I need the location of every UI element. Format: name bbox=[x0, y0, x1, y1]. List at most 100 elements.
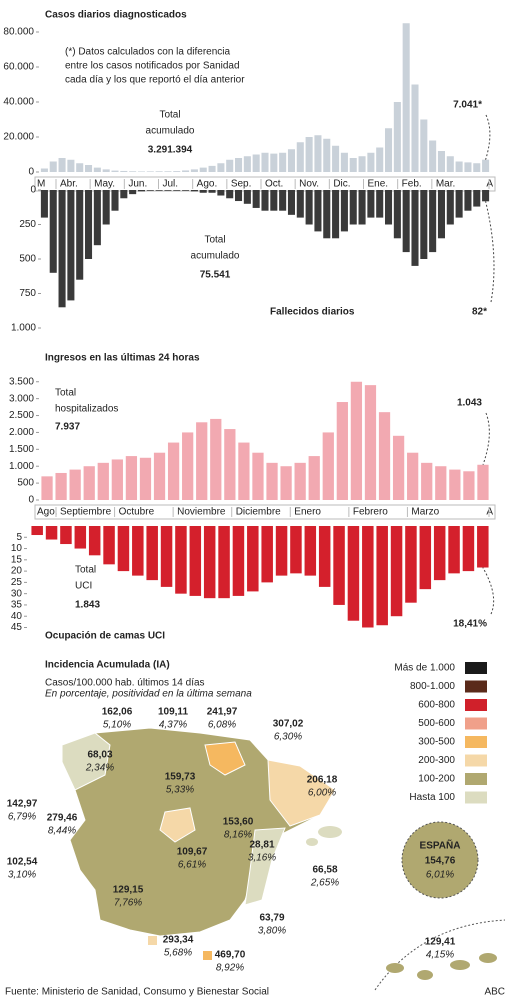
region-value: 102,54 bbox=[7, 857, 38, 868]
bar bbox=[446, 190, 454, 225]
annotation: 7.937 bbox=[55, 422, 80, 433]
bar bbox=[93, 167, 101, 172]
bar bbox=[261, 152, 269, 172]
bar bbox=[332, 145, 340, 172]
bar bbox=[88, 526, 101, 556]
bar bbox=[376, 190, 384, 218]
bar bbox=[336, 402, 348, 500]
y-tick-label: 1.000 bbox=[11, 323, 36, 334]
bar bbox=[376, 526, 388, 626]
bar bbox=[435, 466, 447, 500]
baleares bbox=[318, 826, 342, 838]
bar bbox=[287, 190, 295, 215]
y-tick-label: 2.000 bbox=[9, 427, 34, 438]
bar bbox=[323, 138, 331, 172]
bar bbox=[279, 190, 287, 211]
bar bbox=[125, 456, 138, 500]
region-value: 307,02 bbox=[273, 719, 304, 730]
bar bbox=[252, 452, 264, 500]
y-tick-label: 500 bbox=[17, 478, 34, 489]
x-tick-label: Marzo bbox=[411, 507, 439, 518]
y-tick-label: 0 bbox=[30, 185, 36, 196]
legend-swatch bbox=[465, 773, 487, 785]
bar bbox=[153, 452, 166, 500]
bar bbox=[146, 526, 158, 581]
bar bbox=[243, 156, 251, 172]
y-tick-label: 30 bbox=[11, 588, 23, 599]
region-pct: 4,15% bbox=[426, 950, 454, 961]
bar bbox=[49, 190, 57, 273]
bar bbox=[243, 190, 251, 204]
bar bbox=[129, 171, 137, 172]
brand: ABC bbox=[484, 987, 505, 998]
region-value: 28,81 bbox=[249, 840, 274, 851]
bar bbox=[437, 190, 445, 239]
axis-strip bbox=[34, 504, 496, 520]
baleares bbox=[306, 838, 318, 846]
bar bbox=[76, 163, 84, 172]
region-pct: 3,80% bbox=[258, 926, 286, 937]
bar bbox=[411, 84, 419, 172]
bar bbox=[378, 412, 391, 500]
bar bbox=[76, 190, 84, 280]
annotation: hospitalizados bbox=[55, 404, 118, 415]
bar bbox=[349, 190, 357, 225]
bar bbox=[314, 190, 322, 232]
arrow bbox=[485, 114, 491, 160]
y-tick-label: 45 bbox=[11, 622, 23, 633]
legend-swatch bbox=[465, 717, 487, 730]
spain-label: ESPAÑA bbox=[420, 839, 461, 852]
bar bbox=[173, 171, 181, 172]
bar bbox=[482, 159, 490, 172]
bar bbox=[208, 190, 216, 193]
legend-swatch bbox=[465, 699, 487, 711]
annotation: UCI bbox=[75, 581, 92, 592]
legend-label: 300-500 bbox=[418, 737, 455, 748]
chart-title: Ingresos en las últimas 24 horas bbox=[45, 353, 200, 364]
region-value: 142,97 bbox=[7, 799, 38, 810]
bar bbox=[477, 526, 489, 568]
canarias bbox=[386, 963, 404, 973]
bar bbox=[190, 169, 198, 172]
bar bbox=[392, 435, 405, 500]
annotation: 3.291.394 bbox=[148, 145, 193, 156]
bar bbox=[261, 526, 273, 583]
bar bbox=[266, 462, 278, 500]
region-value: 66,58 bbox=[312, 865, 337, 876]
x-tick-label: Octubre bbox=[119, 507, 155, 518]
bar bbox=[477, 464, 489, 500]
x-tick-label: Sep. bbox=[231, 179, 252, 190]
y-tick-label: 40 bbox=[11, 611, 23, 622]
region-value: 153,60 bbox=[223, 817, 254, 828]
chart-title: Casos diarios diagnosticados bbox=[45, 10, 187, 21]
last-value-label: 82* bbox=[472, 307, 487, 318]
bar bbox=[449, 469, 461, 500]
bar bbox=[102, 169, 110, 172]
x-tick-label: A bbox=[486, 179, 493, 190]
canarias bbox=[450, 960, 470, 970]
y-tick-label: 25 bbox=[11, 577, 23, 588]
map-title: Incidencia Acumulada (IA) bbox=[45, 660, 170, 671]
y-tick-label: 500 bbox=[19, 254, 36, 265]
legend-swatch bbox=[465, 736, 487, 748]
legend-swatch bbox=[465, 754, 487, 767]
bar bbox=[252, 190, 260, 208]
bar bbox=[85, 190, 93, 259]
bar bbox=[340, 190, 348, 232]
bar bbox=[446, 156, 454, 172]
x-tick-label: Mar. bbox=[436, 179, 455, 190]
bar bbox=[117, 526, 130, 572]
last-value-label: 7.041* bbox=[453, 100, 482, 111]
bar bbox=[235, 158, 243, 172]
bar bbox=[111, 190, 119, 211]
region-value: 293,34 bbox=[163, 935, 194, 946]
bar bbox=[411, 190, 419, 266]
x-tick-label: A bbox=[486, 507, 493, 518]
melilla-swatch bbox=[203, 951, 212, 960]
bar bbox=[358, 190, 366, 225]
bar bbox=[137, 171, 145, 172]
y-tick-label: 60.000 bbox=[3, 62, 34, 73]
region-value: 162,06 bbox=[102, 707, 133, 718]
legend-label: 800-1.000 bbox=[410, 681, 455, 692]
annotation: acumulado bbox=[191, 251, 240, 262]
